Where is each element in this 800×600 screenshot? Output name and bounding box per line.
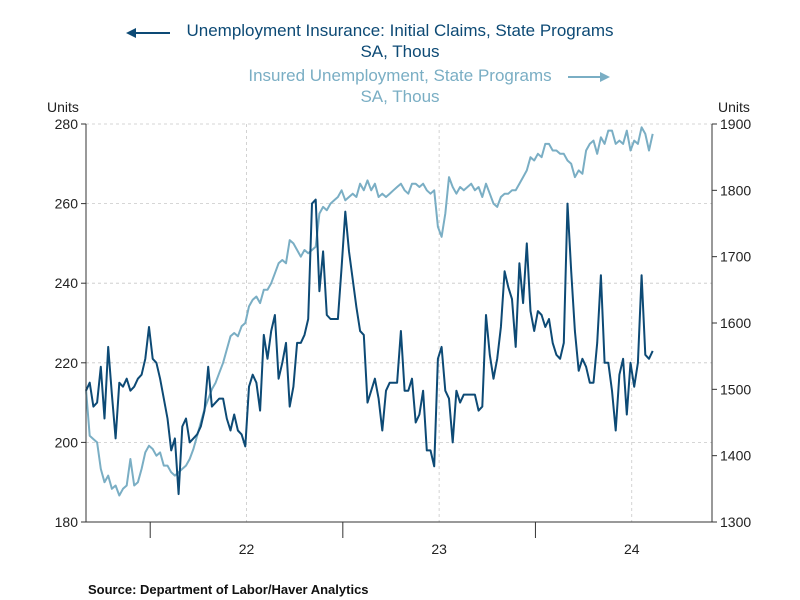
left-tick-label: 200	[55, 434, 79, 450]
series-lines	[85, 126, 654, 497]
left-tick-label: 180	[55, 514, 79, 530]
legend-series-1-units: SA, Thous	[360, 42, 439, 61]
initial-claims-line	[85, 198, 654, 496]
left-axis-unit-label: Units	[47, 99, 79, 115]
right-tick-label: 1300	[720, 514, 751, 530]
source-note: Source: Department of Labor/Haver Analyt…	[88, 582, 369, 597]
right-axis-unit-label: Units	[718, 99, 750, 115]
legend: Unemployment Insurance: Initial Claims, …	[126, 21, 614, 106]
axis-ticks: 180 200 220 240 260 280 1300 1400 1500 1600 1700 18…	[55, 116, 752, 557]
left-tick-label: 260	[55, 196, 79, 212]
left-tick-label: 240	[55, 275, 79, 291]
left-tick-label: 280	[55, 116, 79, 132]
right-tick-label: 1800	[720, 182, 751, 198]
legend-series-2-name: Insured Unemployment, State Programs	[248, 66, 551, 85]
right-tick-label: 1600	[720, 315, 751, 331]
legend-series-2-units: SA, Thous	[360, 87, 439, 106]
right-tick-label: 1700	[720, 249, 751, 265]
legend-arrow-right-icon	[568, 72, 610, 82]
legend-series-1-name: Unemployment Insurance: Initial Claims, …	[186, 21, 613, 40]
left-tick-label: 220	[55, 355, 79, 371]
x-tick-label: 23	[431, 541, 447, 557]
right-tick-label: 1500	[720, 381, 751, 397]
legend-arrow-left-icon	[126, 28, 170, 38]
right-tick-label: 1900	[720, 116, 751, 132]
right-tick-label: 1400	[720, 448, 751, 464]
x-tick-label: 22	[239, 541, 255, 557]
x-tick-label: 24	[624, 541, 640, 557]
